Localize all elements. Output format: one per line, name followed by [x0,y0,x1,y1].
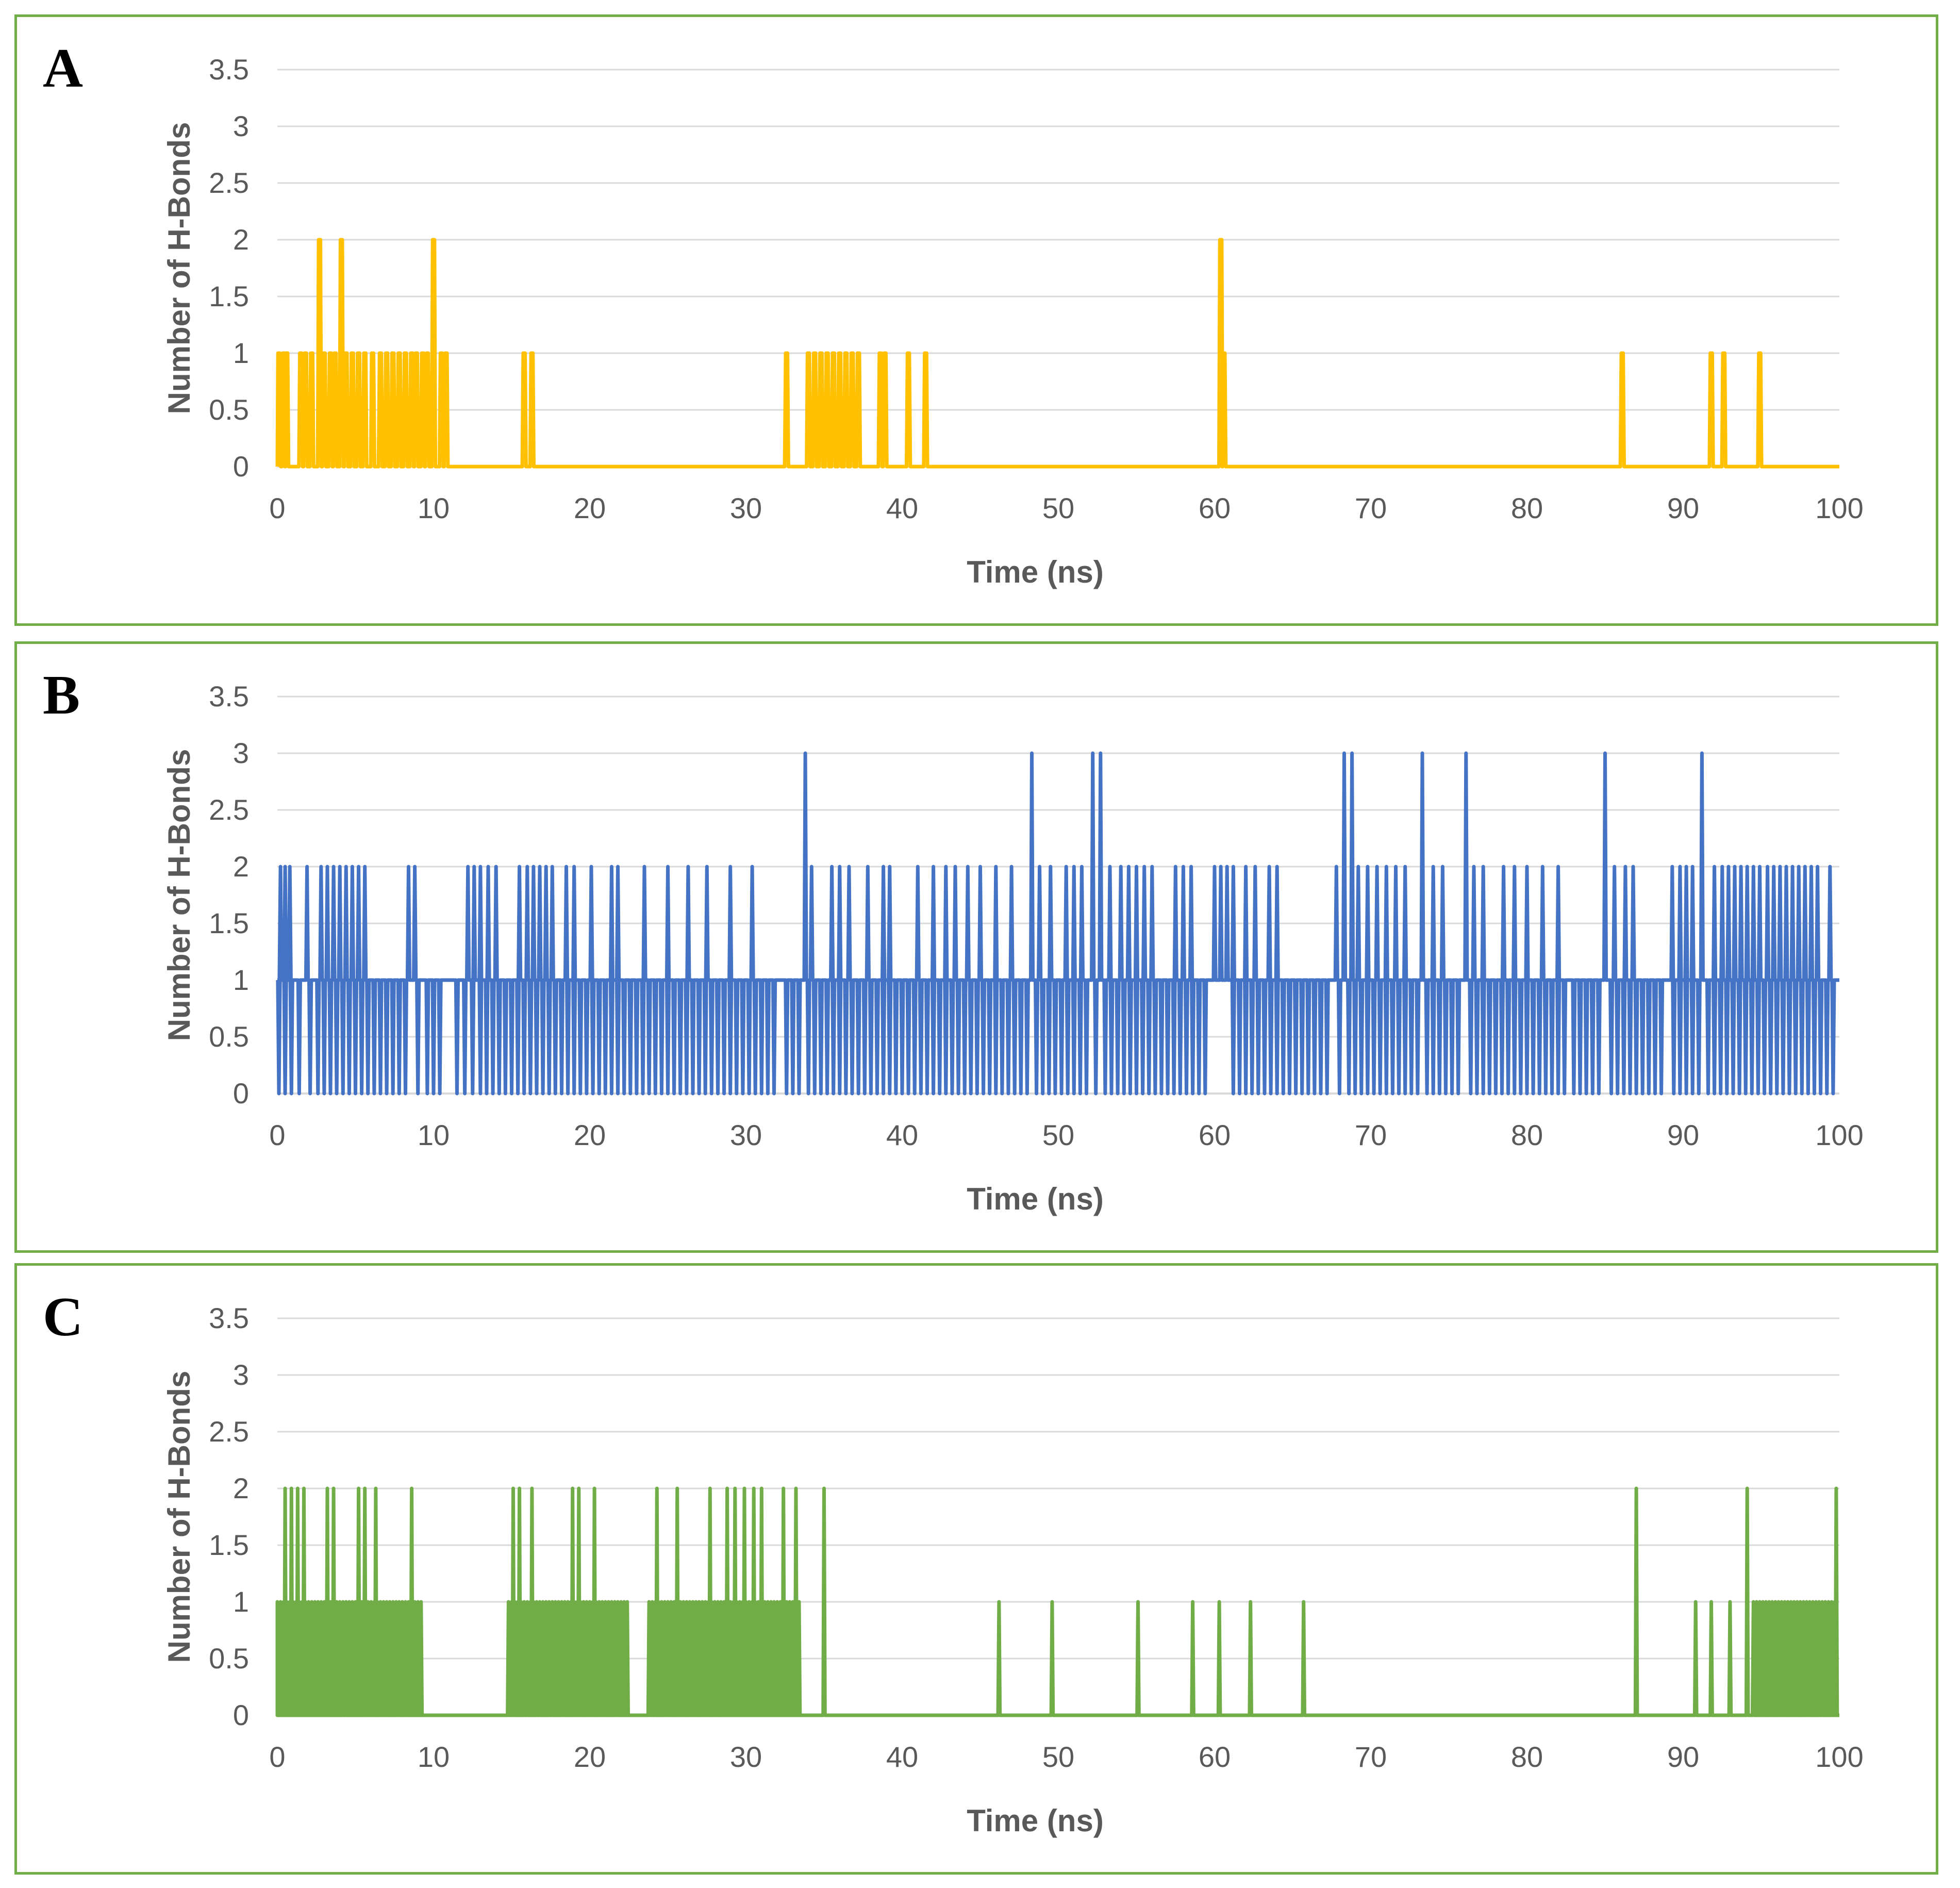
x-tick-label: 100 [1815,1119,1863,1151]
y-tick-label: 0.5 [209,393,249,426]
panel-label: A [43,38,83,99]
x-tick-label: 40 [886,1741,918,1773]
chart-panel-a: A 0 0.5 1 1.5 2 2.5 3 3.5 0 10 20 30 40 50 60 70 80 90 100… [14,14,1938,626]
y-tick-label: 0.5 [209,1020,249,1053]
y-tick-label: 2.5 [209,793,249,826]
x-tick-label: 40 [886,492,918,524]
y-tick-label: 2 [233,850,249,883]
x-tick-label: 20 [574,492,606,524]
series-line [275,1486,1839,1717]
chart-b-svg: 0 0.5 1 1.5 2 2.5 3 3.5 0 10 20 30 40 50 60 70 80 90 100 Ti… [162,680,1864,1216]
x-tick-label: 50 [1042,1119,1074,1151]
x-tick-label: 10 [418,492,450,524]
x-tick-label: 70 [1355,492,1387,524]
x-tick-label: 0 [269,1119,285,1151]
x-tick-label: 20 [574,1741,606,1773]
y-tick-label: 2 [233,1472,249,1504]
x-tick-label: 100 [1815,492,1863,524]
series-line [276,751,1839,1096]
panel-label: C [43,1286,83,1348]
y-tick-label: 3.5 [209,1302,249,1334]
x-axis-title: Time (ns) [967,555,1104,589]
panel-label: B [43,665,80,726]
x-tick-label: 90 [1667,1119,1699,1151]
y-tick-label: 2.5 [209,1415,249,1448]
x-tick-label: 30 [730,1119,762,1151]
y-tick-label: 0 [233,1077,249,1109]
y-tick-label: 0 [233,450,249,483]
x-axis-title: Time (ns) [967,1182,1104,1216]
y-tick-label: 1 [233,337,249,369]
x-tick-label: 50 [1042,492,1074,524]
x-tick-label: 70 [1355,1119,1387,1151]
y-tick-label: 2.5 [209,167,249,199]
series-line [275,238,1839,469]
chart-panel-b: B 0 0.5 1 1.5 2 2.5 3 3.5 0 10 20 30 40 50 60 70 80 90 100… [14,641,1938,1253]
y-tick-label: 2 [233,223,249,256]
y-tick-label: 1 [233,964,249,996]
y-tick-label: 3 [233,737,249,769]
y-axis-title: Number of H-Bonds [162,1371,196,1663]
x-tick-label: 10 [418,1741,450,1773]
x-tick-label: 70 [1355,1741,1387,1773]
y-axis-title: Number of H-Bonds [162,749,196,1041]
chart-c-svg: 0 0.5 1 1.5 2 2.5 3 3.5 0 10 20 30 40 50 60 70 80 90 100 Ti… [162,1302,1864,1838]
x-tick-label: 20 [574,1119,606,1151]
x-tick-label: 60 [1199,1119,1231,1151]
y-tick-label: 1 [233,1585,249,1618]
x-tick-label: 80 [1511,1741,1543,1773]
x-tick-label: 30 [730,492,762,524]
x-tick-label: 60 [1199,492,1231,524]
y-tick-label: 0.5 [209,1642,249,1675]
x-axis-title: Time (ns) [967,1803,1104,1838]
y-tick-label: 3 [233,1359,249,1391]
y-tick-label: 3.5 [209,53,249,86]
y-tick-label: 1.5 [209,1529,249,1561]
x-tick-label: 90 [1667,492,1699,524]
chart-panel-c: C 0 0.5 1 1.5 2 2.5 3 3.5 0 10 20 30 40 50 60 70 80 90 100… [14,1263,1938,1875]
y-tick-label: 3.5 [209,680,249,713]
x-tick-label: 80 [1511,1119,1543,1151]
x-tick-label: 40 [886,1119,918,1151]
x-tick-label: 100 [1815,1741,1863,1773]
chart-a-svg: 0 0.5 1 1.5 2 2.5 3 3.5 0 10 20 30 40 50 60 70 80 90 100 Ti… [162,53,1864,589]
x-tick-label: 80 [1511,492,1543,524]
y-tick-label: 1.5 [209,907,249,939]
y-tick-label: 0 [233,1699,249,1731]
y-axis-title: Number of H-Bonds [162,122,196,415]
x-tick-label: 60 [1199,1741,1231,1773]
x-tick-label: 0 [269,492,285,524]
y-tick-label: 3 [233,110,249,142]
x-tick-label: 90 [1667,1741,1699,1773]
y-tick-label: 1.5 [209,280,249,312]
x-tick-label: 0 [269,1741,285,1773]
x-tick-label: 50 [1042,1741,1074,1773]
x-tick-label: 10 [418,1119,450,1151]
x-tick-label: 30 [730,1741,762,1773]
